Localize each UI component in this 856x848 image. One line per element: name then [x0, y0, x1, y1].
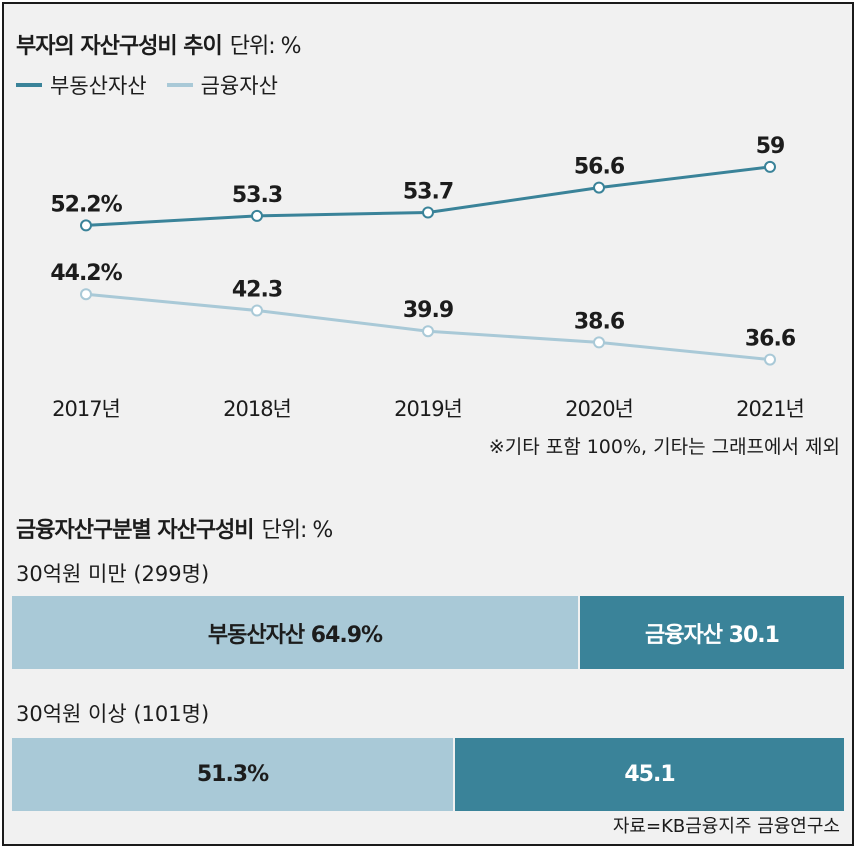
x-tick-label-3: 2020년: [565, 397, 633, 421]
data-label-real-estate-1: 53.3: [232, 183, 282, 208]
x-tick-label-4: 2021년: [736, 397, 804, 421]
legend-swatch-real-estate: [16, 83, 42, 87]
legend-item-financial: 금융자산: [166, 70, 278, 100]
bottom-chart-unit: 단위: %: [261, 518, 334, 543]
data-label-financial-0: 44.2%: [50, 261, 122, 286]
bottom-chart-title-main: 금융자산구분별 자산구성비: [16, 518, 255, 543]
legend-swatch-financial: [166, 83, 193, 87]
source-credit: 자료=KB금융지주 금융연구소: [612, 816, 840, 837]
stacked-bar-under-3b: 부동산자산 64.9% 금융자산 30.1: [12, 596, 844, 669]
data-label-financial-3: 38.6: [574, 309, 625, 334]
stacked-bar-over-3b: 51.3% 45.1: [12, 738, 844, 811]
data-label-real-estate-3: 56.6: [574, 155, 625, 180]
data-label-real-estate-4: 59: [756, 134, 785, 159]
data-point-financial-0: [80, 288, 92, 301]
data-label-financial-1: 42.3: [232, 278, 282, 303]
data-label-real-estate-2: 53.7: [403, 180, 453, 205]
line-chart: 52.2% 53.3 53.7 56.6 59 44.2% 42.3 39.9 38.6 36.6…: [50, 134, 805, 421]
bottom-chart-title: 금융자산구분별 자산구성비 단위: %: [16, 512, 334, 544]
data-point-real-estate-0: [80, 219, 92, 232]
x-tick-label-2: 2019년: [394, 397, 462, 421]
legend: 부동산자산 금융자산: [16, 72, 298, 98]
top-chart-title: 부자의 자산구성비 추이 단위: %: [16, 28, 302, 60]
data-point-real-estate-4: [764, 160, 776, 173]
data-label-real-estate-0: 52.2%: [50, 192, 122, 217]
top-chart-title-main: 부자의 자산구성비 추이: [16, 34, 223, 59]
x-tick-label-0: 2017년: [52, 397, 120, 421]
data-label-financial-4: 36.6: [745, 327, 796, 352]
data-point-financial-1: [251, 304, 263, 317]
bar-segment-real-estate-over-3b: 51.3%: [12, 738, 455, 811]
data-point-financial-3: [593, 336, 605, 349]
chart-note: ※기타 포함 100%, 기타는 그래프에서 제외: [488, 436, 840, 458]
legend-label-real-estate: 부동산자산: [50, 74, 147, 98]
group-label-over-3b: 30억원 이상 (101명): [16, 702, 210, 726]
legend-label-financial: 금융자산: [200, 74, 278, 98]
bar-segment-financial-over-3b: 45.1: [455, 738, 844, 811]
data-point-real-estate-1: [251, 209, 263, 222]
data-point-financial-2: [422, 325, 434, 338]
legend-item-real-estate: 부동산자산: [16, 70, 147, 100]
bar-segment-financial-under-3b: 금융자산 30.1: [580, 596, 844, 669]
data-label-financial-2: 39.9: [403, 298, 453, 323]
data-point-financial-4: [764, 353, 776, 366]
group-label-under-3b: 30억원 미만 (299명): [16, 562, 210, 586]
data-point-real-estate-2: [422, 206, 434, 219]
top-chart-unit: 단위: %: [229, 34, 302, 59]
bar-segment-real-estate-under-3b: 부동산자산 64.9%: [12, 596, 580, 669]
x-tick-label-1: 2018년: [223, 397, 291, 421]
data-point-real-estate-3: [593, 181, 605, 194]
